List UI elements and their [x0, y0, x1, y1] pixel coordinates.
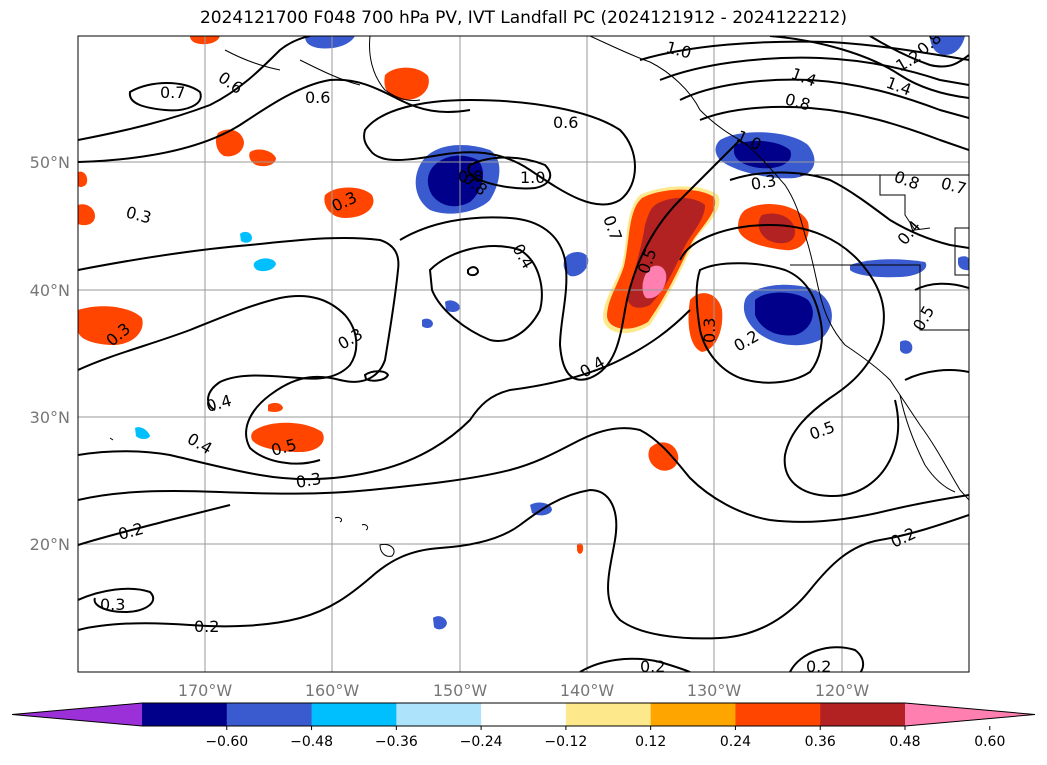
latitude-labels: 50°N 40°N 30°N 20°N	[30, 153, 70, 554]
map-panel	[78, 36, 969, 672]
lat-label: 20°N	[30, 535, 70, 554]
colorbar-extend-high	[905, 703, 1035, 726]
negative-pv-shading	[135, 36, 969, 630]
colorbar-tick-label: −0.60	[205, 734, 248, 750]
lon-label: 160°W	[305, 681, 360, 700]
colorbar-swatch	[311, 703, 397, 726]
lon-label: 150°W	[433, 681, 488, 700]
colorbar-tick-label: −0.12	[544, 734, 587, 750]
colorbar-swatch	[226, 703, 313, 726]
colorbar-outline	[11, 702, 1036, 727]
lon-label: 140°W	[560, 681, 615, 700]
contour-label: 0.2	[640, 657, 665, 676]
contour-label: 0.6	[305, 88, 330, 107]
map-title: 2024121700 F048 700 hPa PV, IVT Landfall…	[199, 8, 847, 28]
coastlines	[109, 36, 969, 557]
contour-label: 0.3	[700, 318, 719, 343]
map-frame	[77, 35, 970, 673]
colorbar-tick-label: −0.36	[375, 734, 418, 750]
colorbar-tick-label: 0.48	[889, 734, 920, 750]
colorbar-tick-label: 0.12	[635, 734, 666, 750]
contour-label: 0.3	[749, 171, 777, 194]
contour-label: 0.8	[458, 167, 483, 186]
contour-label: 0.3	[100, 595, 125, 614]
lon-label: 170°W	[178, 681, 233, 700]
colorbar-tick-label: 0.24	[720, 734, 751, 750]
colorbar-tick-label: −0.24	[460, 734, 503, 750]
colorbar: −0.60 −0.48 −0.36 −0.24 −0.12 0.12 0.24 0.36 0.4…	[11, 702, 1036, 750]
contour-label: 0.6	[553, 113, 578, 132]
colorbar-swatch	[396, 703, 482, 726]
contour-label: 0.2	[194, 617, 219, 636]
lon-label: 120°W	[815, 681, 870, 700]
contour-label: 0.2	[806, 657, 831, 676]
colorbar-swatch	[565, 703, 652, 726]
colorbar-swatch	[142, 703, 228, 726]
lat-label: 50°N	[30, 153, 70, 172]
colorbar-tick-label: 0.36	[805, 734, 836, 750]
lat-label: 30°N	[30, 408, 70, 427]
colorbar-swatch	[735, 703, 821, 726]
colorbar-tick-label: −0.48	[290, 734, 333, 750]
longitude-labels: 170°W 160°W 150°W 140°W 130°W 120°W	[178, 681, 870, 700]
lon-label: 130°W	[687, 681, 742, 700]
colorbar-swatch	[650, 703, 736, 726]
contour-label: 0.7	[160, 83, 185, 102]
colorbar-extend-low	[12, 703, 142, 726]
graticule	[78, 36, 969, 672]
contour-label: 0.3	[294, 469, 322, 492]
colorbar-tick-label: 0.60	[974, 734, 1005, 750]
lat-label: 40°N	[30, 281, 70, 300]
colorbar-swatch	[820, 703, 906, 726]
colorbar-swatch	[481, 703, 567, 726]
pv-contours	[78, 36, 969, 672]
contour-label: 1.0	[520, 168, 545, 187]
